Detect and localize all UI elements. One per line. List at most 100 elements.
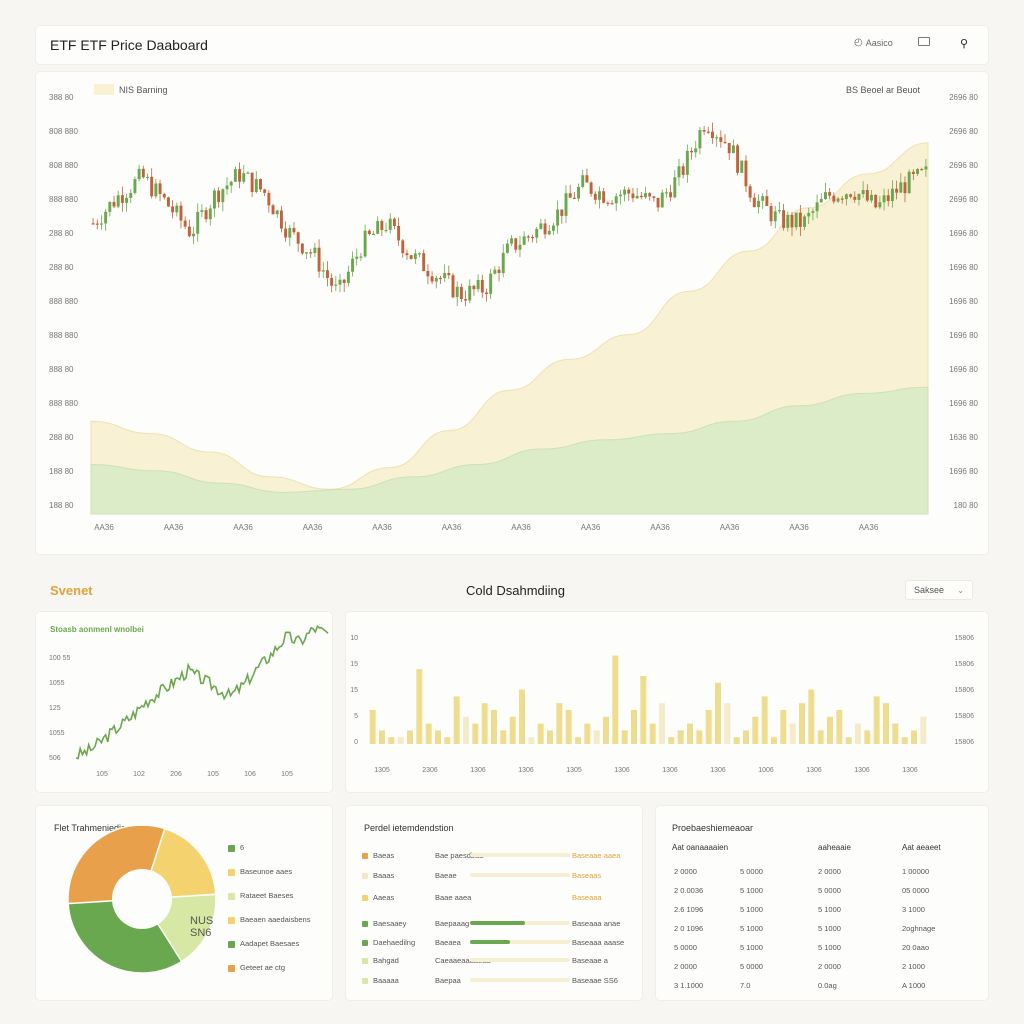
candle-body	[351, 258, 355, 272]
alloc-name-label: Daehaedilng	[373, 938, 416, 947]
y-axis-right-label: 1696 80	[949, 399, 978, 408]
candle-body	[510, 238, 514, 244]
candle-body	[413, 253, 417, 259]
y-axis-right-label: 2696 80	[949, 93, 978, 102]
candle-body	[798, 212, 802, 227]
bar	[519, 689, 525, 744]
period-dropdown[interactable]: Saksee ⌄	[905, 580, 973, 600]
y-axis-right-label: 2696 80	[949, 161, 978, 170]
aasico-button[interactable]: ◴ Aasico	[854, 37, 893, 48]
candle-body	[857, 194, 861, 200]
alloc-row-name: Aaeas	[362, 893, 394, 902]
candle-body	[861, 190, 865, 195]
candle-body	[330, 277, 334, 286]
x-axis-label: AA36	[789, 523, 809, 532]
candle-body	[372, 233, 375, 236]
table-cell: 2 0000	[674, 962, 697, 971]
alloc-name-label: Bahgad	[373, 956, 399, 965]
candle-body	[175, 205, 179, 213]
legend-label: Geteet ae ctg	[240, 963, 286, 972]
candle-body	[300, 243, 304, 254]
table-cell: 2 0 1096	[674, 924, 704, 933]
candle-body	[648, 193, 652, 197]
bar	[733, 737, 740, 744]
y-axis-left-label: 388 80	[49, 93, 74, 102]
bar	[463, 716, 469, 744]
bar	[883, 703, 889, 744]
line-series	[75, 625, 329, 760]
bar	[836, 710, 843, 744]
alloc-bar-fill	[470, 921, 525, 925]
alloc-row-value: Baseaae aaea	[572, 851, 621, 860]
candle-body	[367, 230, 371, 235]
bar	[537, 723, 544, 744]
candle-body	[133, 179, 137, 193]
user-button[interactable]: ⚲	[960, 37, 968, 50]
y-axis-left-label: 888 880	[49, 297, 78, 306]
table-cell: 20 0aao	[902, 943, 930, 952]
alloc-row-name: Daehaedilng	[362, 938, 415, 947]
candle-body	[853, 196, 857, 200]
candle-body	[920, 169, 924, 171]
line-y-label: 1055	[49, 680, 65, 687]
candle-body	[162, 193, 166, 198]
candle-body	[116, 195, 120, 207]
candle-body	[878, 202, 882, 208]
pie-panel-title: Flet Trahmeniedice	[54, 823, 131, 833]
bar	[453, 696, 460, 744]
candle-body	[221, 189, 225, 203]
candle-body	[476, 280, 480, 290]
table-cell: 2.6 1096	[674, 905, 704, 914]
alloc-row-name: Baeas	[362, 851, 394, 860]
candle-body	[631, 193, 635, 199]
candle-body	[623, 189, 627, 195]
bar	[397, 737, 404, 744]
candle-body	[882, 195, 886, 203]
candle-body	[296, 232, 300, 244]
candle-body	[514, 238, 518, 250]
candle-body	[146, 176, 149, 179]
candle-body	[183, 220, 187, 227]
x-axis-label: AA36	[442, 523, 462, 532]
table-cell: 7.0	[740, 981, 751, 990]
table-cell: 2 0000	[818, 962, 841, 971]
bar	[873, 696, 880, 744]
candle-body	[380, 221, 384, 230]
candle-body	[844, 194, 848, 200]
candle-body	[731, 145, 735, 154]
bar	[649, 723, 656, 744]
candle-body	[849, 194, 853, 197]
table-cell: 5 1000	[740, 905, 763, 914]
candle-body	[493, 269, 497, 274]
candle-body	[752, 197, 756, 208]
table-cell: 2oghnage	[902, 924, 936, 933]
table-panel-title: Proebaeshiemeaoar	[672, 823, 754, 833]
bar	[528, 737, 535, 744]
bar	[817, 730, 824, 744]
window-icon	[918, 37, 930, 46]
bar	[761, 696, 768, 744]
y-axis-left-label: 888 880	[49, 399, 78, 408]
candle-body	[179, 205, 183, 221]
candle-body	[451, 275, 455, 298]
candle-body	[886, 195, 890, 201]
candle-body	[246, 172, 250, 174]
candle-body	[677, 166, 681, 178]
line-panel-chart: Stoasb aonmenl wnolbei 100 5510551251055…	[49, 625, 329, 778]
bar-y-left-label: 10	[350, 635, 358, 642]
cream-area-series	[90, 142, 929, 515]
x-axis-label: AA36	[164, 523, 184, 532]
candle-body	[158, 183, 162, 194]
candle-body	[208, 208, 212, 220]
candle-body	[702, 130, 706, 132]
candle-body	[468, 285, 472, 301]
candle-body	[811, 211, 815, 213]
candle-body	[535, 228, 539, 238]
window-button[interactable]	[918, 37, 930, 46]
candle-body	[769, 205, 773, 222]
y-axis-left-label: 288 80	[49, 433, 74, 442]
candle-body	[723, 141, 727, 144]
candle-body	[305, 252, 308, 254]
bar-y-right-label: 15806	[955, 687, 975, 694]
candle-body	[606, 202, 610, 204]
